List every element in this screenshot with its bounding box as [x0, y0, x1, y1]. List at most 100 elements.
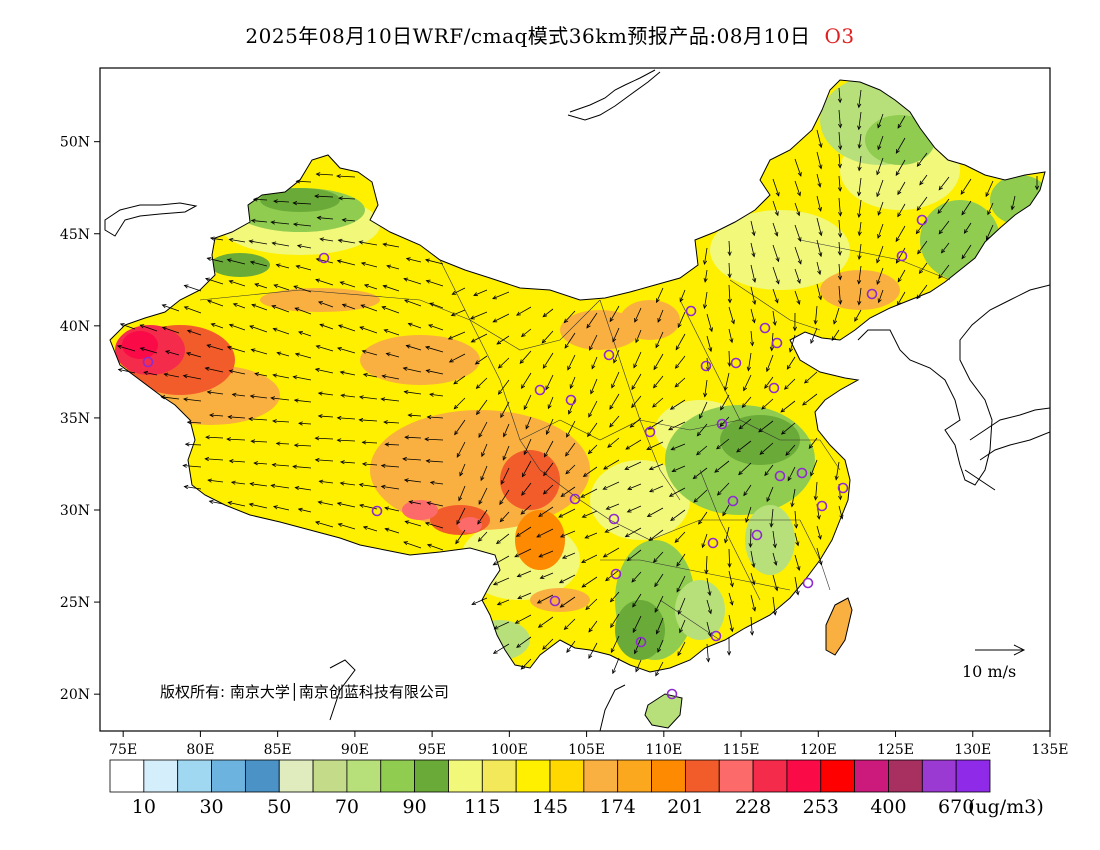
wind-arrow: [816, 129, 823, 149]
wind-arrow: [837, 87, 842, 104]
wind-arrow: [652, 375, 664, 389]
wind-arrow: [337, 346, 356, 354]
wind-arrow: [655, 661, 664, 677]
legend-swatch: [718, 759, 754, 793]
wind-arrow: [580, 488, 598, 498]
wind-arrow: [746, 352, 752, 372]
x-tick-label: 95E: [418, 742, 446, 758]
wind-arrow: [607, 437, 620, 448]
legend-swatch: [109, 759, 145, 793]
wind-arrow: [919, 174, 928, 186]
wind-arrow: [183, 397, 202, 402]
wind-arrow: [454, 419, 466, 436]
wind-arrow: [520, 328, 532, 338]
wind-arrow: [139, 324, 158, 332]
wind-arrow: [204, 456, 224, 462]
wind-arrow: [514, 548, 532, 558]
wind-arrow: [139, 347, 158, 354]
wind-arrow: [336, 259, 356, 266]
wind-arrow: [477, 531, 488, 542]
wind-arrow: [514, 614, 532, 624]
city-marker: [685, 305, 697, 317]
wind-arrow: [895, 159, 906, 177]
city-marker: [635, 636, 647, 648]
wind-arrow: [405, 344, 422, 351]
title-text: 2025年08月10日WRF/cmaq模式36km预报产品:08月10日: [245, 24, 811, 48]
city-marker: [796, 467, 808, 479]
wind-arrow: [813, 305, 818, 325]
wind-arrow: [609, 591, 620, 603]
wind-arrow: [384, 442, 400, 447]
wind-arrow: [448, 353, 466, 363]
wind-arrow: [741, 396, 752, 408]
wind-arrow: [341, 218, 356, 223]
wind-arrow: [558, 508, 576, 518]
wind-arrow: [559, 530, 576, 538]
wind-arrow: [877, 113, 884, 129]
wind-arrow: [163, 372, 180, 378]
wind-arrow: [314, 367, 334, 374]
wind-arrow: [204, 366, 224, 373]
wind-arrow: [728, 592, 734, 606]
wind-arrow: [208, 499, 224, 505]
wind-arrow: [319, 237, 334, 242]
wind-arrow: [340, 393, 356, 398]
wind-arrow: [670, 443, 686, 451]
wind-arrow: [646, 441, 664, 450]
wind-arrow: [271, 305, 290, 313]
wind-arrow: [428, 324, 444, 331]
wind-arrow: [876, 157, 884, 176]
wind-arrow: [206, 390, 224, 395]
wind-arrow: [542, 638, 554, 650]
wind-arrow: [985, 224, 994, 241]
city-marker: [318, 252, 330, 264]
wind-arrow: [451, 287, 466, 295]
wind-arrow: [675, 333, 686, 351]
wind-arrow: [492, 313, 510, 323]
wind-arrow: [515, 526, 532, 537]
wind-arrow: [761, 398, 774, 410]
wind-arrow: [516, 570, 532, 578]
city-marker: [771, 337, 783, 349]
wind-arrow: [897, 203, 906, 218]
wind-arrow: [404, 435, 422, 440]
y-tick-label: 50N: [60, 135, 90, 151]
wind-arrow: [838, 109, 843, 129]
wind-arrow: [362, 372, 378, 378]
wind-arrow: [655, 331, 664, 349]
wind-arrow: [816, 173, 822, 188]
wind-arrow: [503, 423, 510, 438]
legend-swatch: [854, 759, 889, 793]
wind-arrow: [877, 289, 884, 304]
wind-arrow: [857, 111, 862, 131]
wind-arrow: [671, 465, 686, 473]
wind-arrow: [292, 222, 312, 227]
wind-arrow: [648, 463, 664, 471]
wind-arrow: [759, 442, 774, 455]
wind-arrow: [314, 457, 334, 463]
wind-arrow: [963, 222, 972, 234]
wind-arrow: [336, 415, 356, 421]
x-tick-label: 120E: [800, 742, 837, 758]
legend-label: 228: [735, 796, 771, 818]
wind-arrow: [750, 550, 756, 569]
x-tick-label: 125E: [877, 742, 914, 758]
wind-arrow: [772, 266, 780, 285]
wind-arrow: [897, 269, 906, 283]
wind-arrow: [693, 489, 708, 503]
wind-arrow: [294, 352, 312, 359]
wind-arrow: [293, 398, 312, 403]
wind-arrow: [477, 509, 488, 525]
wind-arrow: [523, 394, 532, 411]
wind-arrow: [559, 596, 576, 608]
wind-arrow: [206, 344, 224, 351]
wind-arrow: [361, 462, 378, 467]
wind-arrow: [701, 533, 708, 549]
wind-arrow: [248, 239, 268, 245]
wind-arrow: [631, 373, 642, 391]
wind-arrow: [474, 355, 488, 365]
wind-arrow: [517, 592, 532, 600]
city-marker: [608, 513, 620, 525]
russia-coast: [567, 69, 661, 121]
city-marker: [916, 214, 928, 226]
